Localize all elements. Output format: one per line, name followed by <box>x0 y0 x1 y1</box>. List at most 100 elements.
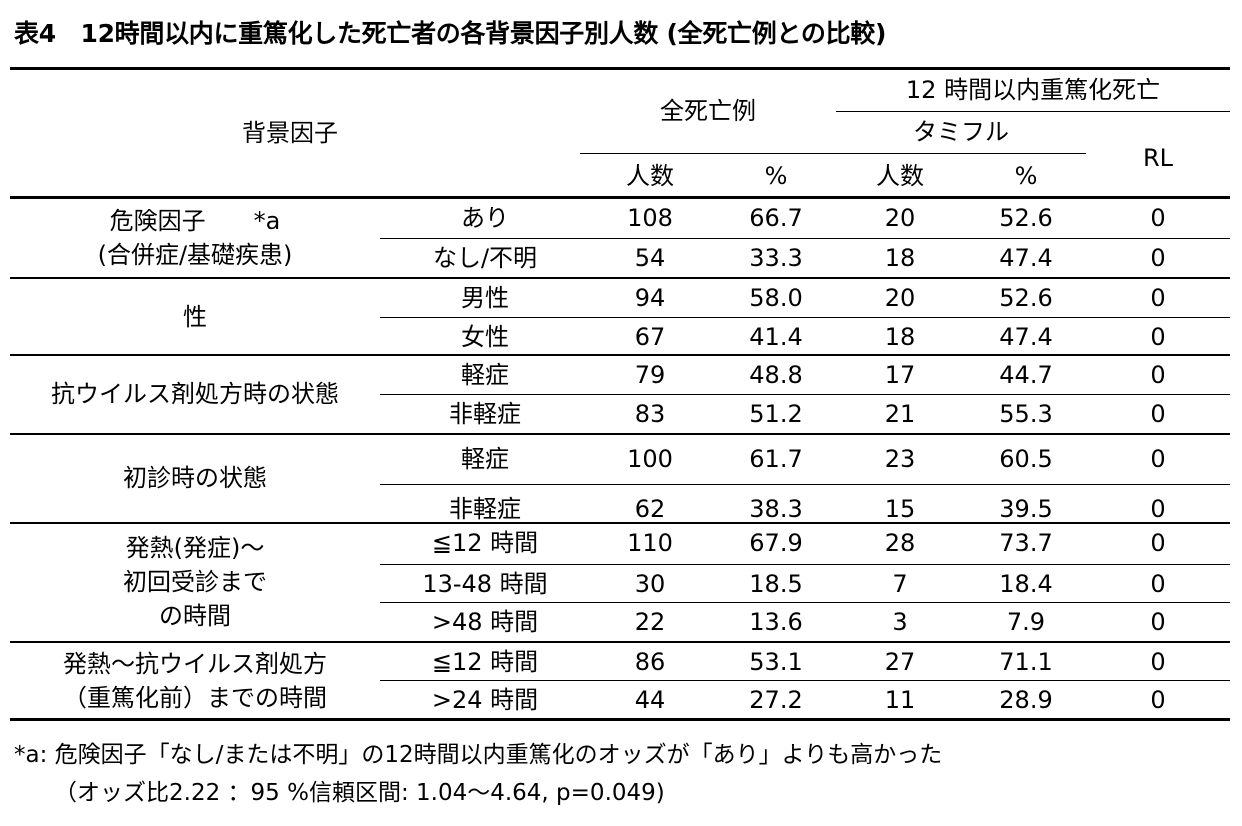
all-count-cell: 94 <box>634 284 666 312</box>
rl-cell: 0 <box>1150 445 1166 473</box>
level-cell: >48 時間 <box>431 608 539 636</box>
all-pct-cell: 66.7 <box>749 204 803 232</box>
tamiflu-pct-cell: 47.4 <box>999 323 1053 351</box>
factor-risk: 危険因子 *a (合併症/基礎疾患) <box>10 200 380 276</box>
table-top-rule <box>10 67 1230 70</box>
tamiflu-count-cell: 3 <box>892 608 908 636</box>
tamiflu-pct-cell: 47.4 <box>999 244 1053 272</box>
rl-cell: 0 <box>1150 284 1166 312</box>
tamiflu-pct-cell: 73.7 <box>999 529 1053 557</box>
rl-cell: 0 <box>1150 400 1166 428</box>
tamiflu-pct-cell: 52.6 <box>999 284 1053 312</box>
header-rule-within12h <box>836 111 1230 112</box>
tamiflu-count-cell: 20 <box>884 284 916 312</box>
factor-line: 発熱(発症)～ <box>125 534 265 562</box>
all-count-cell: 54 <box>634 244 666 272</box>
level-cell: 非軽症 <box>449 495 521 523</box>
tamiflu-count-cell: 27 <box>884 648 916 676</box>
header-rule-counts <box>580 153 1086 154</box>
rl-cell: 0 <box>1150 529 1166 557</box>
tamiflu-pct-cell: 52.6 <box>999 204 1053 232</box>
factor-prescription-state: 抗ウイルス剤処方時の状態 <box>51 380 339 408</box>
tamiflu-pct-cell: 71.1 <box>999 648 1053 676</box>
all-pct-cell: 53.1 <box>749 648 803 676</box>
tamiflu-count-cell: 18 <box>884 244 916 272</box>
header-within12h: 12 時間以内重篤化死亡 <box>905 76 1161 104</box>
group-divider <box>10 433 1230 435</box>
group-divider <box>10 522 1230 524</box>
all-count-cell: 86 <box>634 648 666 676</box>
header-tamiflu-count: 人数 <box>876 162 924 190</box>
footnote: *a: 危険因子「なし/または不明」の12時間以内重篤化のオッズが「あり」よりも… <box>14 736 942 812</box>
rl-cell: 0 <box>1150 323 1166 351</box>
factor-line: （重篤化前）までの時間 <box>63 684 327 712</box>
group-divider <box>10 277 1230 279</box>
tamiflu-count-cell: 18 <box>884 323 916 351</box>
rl-cell: 0 <box>1150 361 1166 389</box>
all-count-cell: 67 <box>634 323 666 351</box>
level-cell: ≦12 時間 <box>431 648 539 676</box>
level-cell: ≦12 時間 <box>431 529 539 557</box>
rl-cell: 0 <box>1150 570 1166 598</box>
factor-line: 初回受診まで <box>123 568 267 596</box>
footnote-line-2: （オッズ比2.22 ：95 %信頼区間: 1.04～4.64, p=0.049) <box>54 780 665 806</box>
all-count-cell: 83 <box>634 400 666 428</box>
all-count-cell: 79 <box>634 361 666 389</box>
row-divider <box>380 564 1230 565</box>
factor-line: の時間 <box>159 602 231 630</box>
header-all-pct: % <box>764 162 788 190</box>
tamiflu-pct-cell: 18.4 <box>999 570 1053 598</box>
header-factor: 背景因子 <box>242 119 338 147</box>
all-pct-cell: 33.3 <box>749 244 803 272</box>
all-pct-cell: 67.9 <box>749 529 803 557</box>
level-cell: 軽症 <box>461 361 509 389</box>
rl-cell: 0 <box>1150 495 1166 523</box>
header-bottom-rule <box>10 196 1230 199</box>
all-pct-cell: 13.6 <box>749 608 803 636</box>
header-rl: RL <box>1142 144 1174 172</box>
tamiflu-count-cell: 21 <box>884 400 916 428</box>
all-pct-cell: 58.0 <box>749 284 803 312</box>
factor-line: 危険因子 *a <box>109 207 281 235</box>
tamiflu-pct-cell: 28.9 <box>999 686 1053 714</box>
table-title: 表4 12時間以内に重篤化した死亡者の各背景因子別人数 (全死亡例との比較) <box>14 19 887 48</box>
all-pct-cell: 38.3 <box>749 495 803 523</box>
tamiflu-count-cell: 7 <box>892 570 908 598</box>
tamiflu-pct-cell: 7.9 <box>1006 608 1046 636</box>
all-pct-cell: 18.5 <box>749 570 803 598</box>
row-divider <box>380 484 1230 485</box>
all-count-cell: 22 <box>634 608 666 636</box>
tamiflu-pct-cell: 55.3 <box>999 400 1053 428</box>
all-pct-cell: 41.4 <box>749 323 803 351</box>
level-cell: 男性 <box>461 284 509 312</box>
all-count-cell: 108 <box>627 204 673 232</box>
all-pct-cell: 61.7 <box>749 445 803 473</box>
tamiflu-count-cell: 15 <box>884 495 916 523</box>
row-divider <box>380 317 1230 318</box>
tamiflu-count-cell: 11 <box>884 686 916 714</box>
all-count-cell: 44 <box>634 686 666 714</box>
tamiflu-count-cell: 20 <box>884 204 916 232</box>
level-cell: なし/不明 <box>432 244 538 272</box>
all-pct-cell: 48.8 <box>749 361 803 389</box>
row-divider <box>380 394 1230 395</box>
level-cell: 女性 <box>461 323 509 351</box>
level-cell: >24 時間 <box>431 686 539 714</box>
all-count-cell: 30 <box>634 570 666 598</box>
factor-fever-to-visit: 発熱(発症)～ 初回受診まで の時間 <box>10 525 380 639</box>
level-cell: 軽症 <box>461 445 509 473</box>
level-cell: 13-48 時間 <box>422 570 548 598</box>
header-all-deaths: 全死亡例 <box>660 97 756 125</box>
rl-cell: 0 <box>1150 244 1166 272</box>
all-count-cell: 62 <box>634 495 666 523</box>
all-pct-cell: 51.2 <box>749 400 803 428</box>
factor-sex: 性 <box>183 303 207 331</box>
tamiflu-pct-cell: 60.5 <box>999 445 1053 473</box>
header-tamiflu-pct: % <box>1014 162 1038 190</box>
factor-line: 発熱～抗ウイルス剤処方 <box>63 650 327 678</box>
footnote-line-1: *a: 危険因子「なし/または不明」の12時間以内重篤化のオッズが「あり」よりも… <box>14 742 943 768</box>
header-tamiflu: タミフル <box>913 118 1009 146</box>
factor-fever-to-prescription: 発熱～抗ウイルス剤処方 （重篤化前）までの時間 <box>10 644 380 718</box>
row-divider <box>380 680 1230 681</box>
